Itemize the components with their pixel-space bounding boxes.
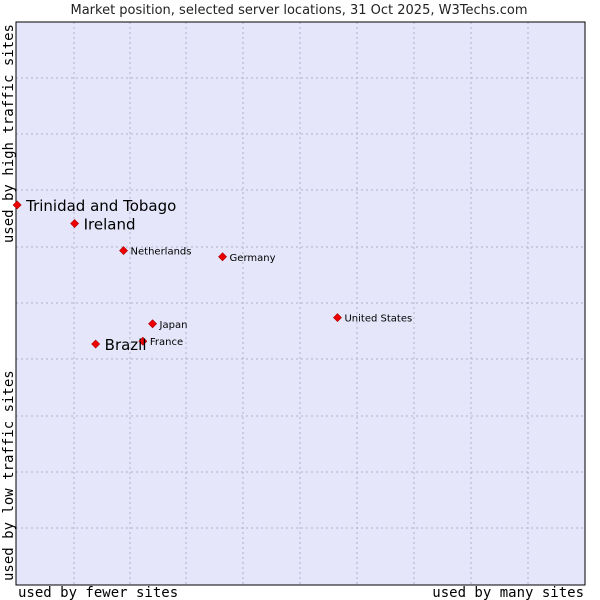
plot-border — [15, 21, 586, 586]
point-marker-ireland — [70, 219, 80, 228]
point-label-france: France — [150, 337, 183, 348]
grid-lines — [16, 22, 585, 585]
point-label-netherlands: Netherlands — [131, 247, 192, 258]
point-marker-france — [138, 336, 148, 346]
point-label-germany: Germany — [230, 253, 276, 264]
point-marker-netherlands — [119, 246, 128, 256]
y-axis-label-bottom: used by low traffic sites — [1, 370, 17, 581]
chart-title: Market position, selected server locatio… — [70, 3, 527, 18]
point-marker-united-states — [333, 313, 342, 322]
y-axis-label-top: used by high traffic sites — [1, 24, 17, 243]
point-label-trinidad-and-tobago: Trinidad and Tobago — [25, 197, 176, 215]
point-label-japan: Japan — [159, 320, 188, 331]
x-axis-label-right: used by many sites — [432, 585, 584, 600]
point-marker-germany — [218, 252, 227, 262]
point-marker-brazil — [91, 339, 101, 349]
point-marker-japan — [148, 319, 157, 329]
point-label-ireland: Ireland — [84, 216, 136, 234]
point-label-brazil: Brazil — [105, 336, 147, 354]
point-marker-trinidad-and-tobago — [12, 200, 22, 210]
x-axis-label-left: used by fewer sites — [18, 585, 178, 600]
point-label-united-states: United States — [344, 314, 412, 325]
